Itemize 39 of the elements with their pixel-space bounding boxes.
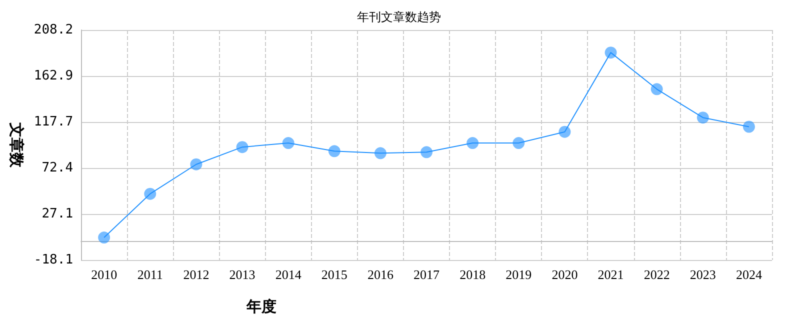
point <box>466 137 479 150</box>
x-tick-label: 2023 <box>690 267 716 282</box>
point <box>650 83 663 96</box>
point <box>420 146 433 158</box>
point <box>282 137 294 150</box>
y-tick-label: 208.2 <box>34 22 74 38</box>
point <box>374 147 386 160</box>
point <box>742 120 755 133</box>
x-tick-label: 2019 <box>506 267 532 282</box>
y-tick-label: 72.4 <box>42 160 74 176</box>
chart-title: 年刊文章数趋势 <box>357 10 441 24</box>
point <box>236 141 248 154</box>
x-tick-label: 2014 <box>275 267 302 282</box>
x-tick-label: 2012 <box>183 267 210 282</box>
x-tick-label: 2021 <box>598 267 624 282</box>
x-tick-label: 2024 <box>736 267 762 282</box>
point <box>512 137 525 150</box>
y-tick-label: -18.1 <box>34 252 74 268</box>
point <box>604 46 617 59</box>
y-tick-label: 117.7 <box>34 114 74 130</box>
x-tick-label: 2020 <box>552 267 578 282</box>
point <box>696 112 709 124</box>
point <box>328 145 340 158</box>
x-tick-label: 2010 <box>91 267 118 282</box>
x-tick-label: 2013 <box>229 267 256 282</box>
y-tick-label: 162.9 <box>34 68 74 84</box>
point <box>558 126 571 138</box>
y-axis-title: 文章数 <box>8 122 26 168</box>
x-tick-label: 2018 <box>460 267 486 282</box>
point <box>98 232 110 244</box>
x-tick-label: 2015 <box>321 267 348 282</box>
point <box>144 188 156 200</box>
x-tick-label: 2011 <box>137 267 163 282</box>
y-tick-label: 27.1 <box>42 206 74 222</box>
x-tick-label: 2022 <box>644 267 670 282</box>
point <box>190 158 202 170</box>
x-axis-title: 年度 <box>246 298 277 316</box>
x-tick-label: 2016 <box>367 267 394 282</box>
x-tick-label: 2017 <box>414 267 440 282</box>
